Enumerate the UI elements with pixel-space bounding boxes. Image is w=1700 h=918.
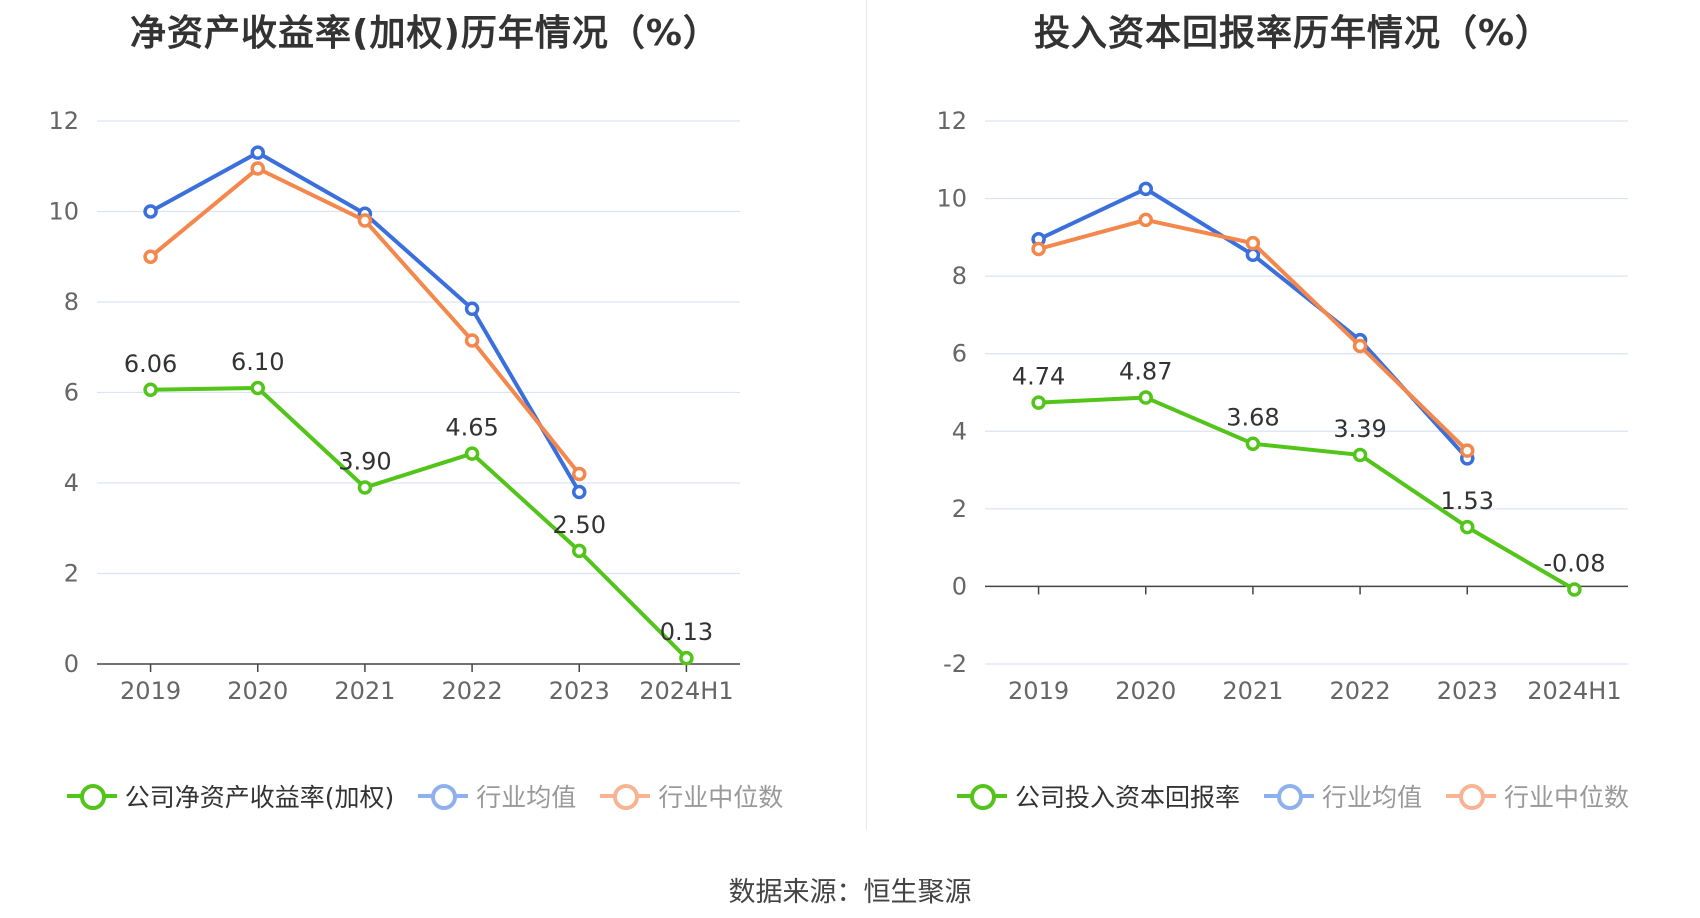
- legend-marker-median: [600, 784, 651, 810]
- y-tick-label: 2: [64, 560, 79, 588]
- data-point-company: [357, 480, 373, 495]
- y-tick-label: 4: [64, 469, 79, 497]
- data-point-company: [1567, 582, 1582, 597]
- data-point-average: [250, 145, 265, 160]
- data-point-company: [679, 650, 694, 666]
- legend-label: 公司投入资本回报率: [1014, 783, 1240, 812]
- data-point-company: [1245, 436, 1261, 451]
- x-tick-label: 2023: [549, 677, 610, 705]
- data-point-median: [1138, 212, 1153, 228]
- y-tick-label: 0: [952, 572, 967, 600]
- data-label: 3.39: [1333, 415, 1386, 443]
- panel-divider: [866, 0, 867, 830]
- legend-marker-average: [418, 784, 469, 810]
- x-tick-label: 2024H1: [1527, 677, 1621, 705]
- data-point-median: [250, 161, 265, 176]
- legend-item-company-roic[interactable]: 公司投入资本回报率: [956, 778, 1240, 814]
- y-tick-label: 10: [48, 198, 79, 226]
- chart-title-roic: 投入资本回报率历年情况（%）: [1033, 13, 1553, 54]
- data-point-median: [357, 213, 373, 228]
- data-label: 3.68: [1226, 404, 1279, 432]
- legend-marker-median: [1446, 784, 1496, 810]
- data-source-note: 数据来源：恒生聚源: [728, 877, 972, 908]
- data-point-company: [143, 382, 158, 398]
- series-line-company: [150, 385, 688, 660]
- data-point-company: [1352, 447, 1368, 463]
- x-tick-label: 2021: [334, 677, 395, 705]
- data-point-average: [1245, 247, 1261, 263]
- y-tick-label: 8: [952, 262, 967, 290]
- x-tick-label: 2019: [120, 677, 181, 705]
- legend-label: 公司净资产收益率(加权): [124, 783, 395, 812]
- data-point-company: [572, 543, 587, 559]
- legend-label: 行业均值: [476, 783, 577, 812]
- x-tick-label: 2020: [1115, 677, 1176, 705]
- x-tick-label: 2022: [442, 677, 503, 705]
- data-label: 4.65: [445, 414, 498, 442]
- data-point-average: [464, 301, 480, 317]
- data-point-median: [1460, 443, 1475, 458]
- data-label: 6.10: [231, 348, 284, 376]
- legend-item-industry-average[interactable]: 行业均值: [1263, 778, 1422, 814]
- roe-chart-panel: 净资产收益率(加权)历年情况（%） 0 2 4 6 8 10 12 2019 2020 2021 2…: [0, 0, 850, 830]
- x-tick-label: 2021: [1222, 677, 1283, 705]
- data-point-company: [1460, 519, 1475, 535]
- legend-label: 行业中位数: [1504, 783, 1630, 812]
- x-tick-label: 2022: [1330, 677, 1391, 705]
- y-tick-label: 10: [936, 185, 967, 213]
- y-tick-label: 0: [64, 650, 79, 678]
- y-tick-label: 12: [48, 107, 79, 135]
- data-label: 6.06: [124, 350, 177, 378]
- data-point-median: [572, 466, 587, 482]
- legend-item-company-roe[interactable]: 公司净资产收益率(加权): [66, 778, 395, 814]
- data-point-median: [1245, 235, 1261, 251]
- legend-roic: 公司投入资本回报率 行业均值 行业中位数: [868, 778, 1700, 814]
- y-tick-label: 6: [952, 340, 967, 368]
- data-point-average: [572, 484, 587, 500]
- y-tick-label: 8: [64, 288, 79, 316]
- legend-marker-company: [956, 784, 1007, 810]
- y-tick-label: 6: [64, 379, 79, 407]
- data-point-average: [1138, 181, 1153, 197]
- roic-line-chart: -2 0 2 4 6 8 10 12 2019 2020 2021 2022 2023 2024H1 4.7…: [936, 107, 1628, 705]
- data-point-company: [1031, 395, 1046, 410]
- data-point-median: [1031, 241, 1046, 257]
- legend-item-industry-average[interactable]: 行业均值: [418, 778, 576, 814]
- data-label: 0.13: [660, 618, 713, 646]
- legend-item-industry-median[interactable]: 行业中位数: [600, 778, 783, 814]
- legend-label: 行业均值: [1321, 783, 1422, 812]
- data-label: 1.53: [1441, 487, 1494, 515]
- y-tick-label: 12: [936, 107, 967, 135]
- x-tick-label: 2019: [1008, 677, 1069, 705]
- data-point-company: [1138, 390, 1153, 405]
- roic-chart-panel: 投入资本回报率历年情况（%） -2 0 2 4 6 8 10 12 2019 2020 2021 20…: [868, 0, 1700, 830]
- data-point-company: [250, 380, 265, 396]
- legend-item-industry-median[interactable]: 行业中位数: [1446, 778, 1629, 814]
- data-label: -0.08: [1543, 550, 1605, 578]
- data-point-company: [464, 446, 480, 461]
- data-label: 2.50: [553, 511, 606, 539]
- y-tick-label: -2: [943, 650, 967, 678]
- x-tick-label: 2024H1: [639, 677, 733, 705]
- y-tick-label: 4: [952, 417, 967, 445]
- x-tick-label: 2023: [1437, 677, 1498, 705]
- data-label: 4.74: [1012, 363, 1065, 391]
- y-tick-label: 2: [952, 495, 967, 523]
- data-point-average: [143, 204, 158, 219]
- legend-marker-average: [1263, 784, 1314, 810]
- legend-roe: 公司净资产收益率(加权) 行业均值 行业中位数: [0, 778, 850, 814]
- data-point-median: [464, 333, 480, 348]
- series-line-company: [1038, 395, 1576, 592]
- legend-label: 行业中位数: [658, 783, 784, 812]
- data-point-median: [143, 249, 158, 264]
- data-label: 4.87: [1119, 358, 1172, 386]
- chart-title-roe: 净资产收益率(加权)历年情况（%）: [130, 13, 720, 54]
- x-tick-label: 2020: [227, 677, 288, 705]
- data-point-median: [1352, 338, 1368, 354]
- data-label: 3.90: [338, 448, 391, 476]
- roe-line-chart: 0 2 4 6 8 10 12 2019 2020 2021 2022 2023 2024H1 6.06 6…: [48, 107, 740, 705]
- legend-marker-company: [66, 784, 117, 810]
